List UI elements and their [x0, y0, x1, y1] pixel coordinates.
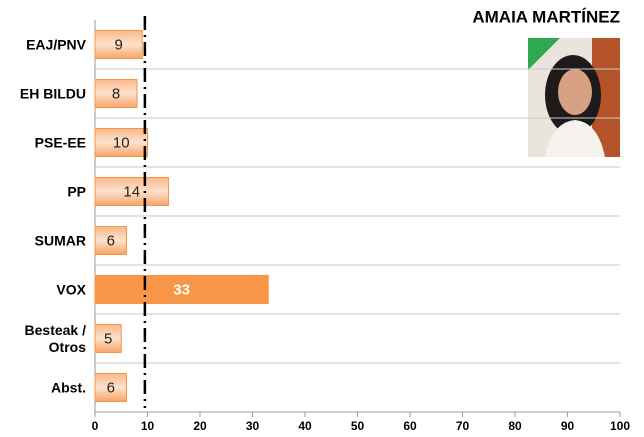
x-tick-label: 100 — [610, 419, 630, 433]
value-label: 9 — [114, 36, 122, 53]
category-label: PSE-EE — [8, 134, 86, 151]
x-tick-label: 70 — [456, 419, 470, 433]
x-tick-label: 80 — [508, 419, 522, 433]
category-label: VOX — [8, 281, 86, 298]
category-label: EH BILDU — [8, 85, 86, 102]
chart-svg: AMAIA MARTÍNEZ 0 10 20 30 40 50 60 70 80 90 100 9 8 1… — [0, 0, 644, 437]
value-label: 6 — [107, 232, 115, 249]
x-tick-label: 40 — [298, 419, 312, 433]
value-label: 8 — [112, 85, 120, 102]
value-label: 33 — [173, 281, 190, 298]
category-label: Besteak / Otros — [8, 322, 86, 356]
x-tick-label: 50 — [351, 419, 365, 433]
x-tick-label: 20 — [193, 419, 207, 433]
x-tick-label: 0 — [92, 419, 99, 433]
chart-title: AMAIA MARTÍNEZ — [472, 7, 620, 26]
x-tick-label: 60 — [403, 419, 417, 433]
value-label: 10 — [113, 134, 130, 151]
x-tick-label: 30 — [246, 419, 260, 433]
category-label: PP — [8, 183, 86, 200]
chart: AMAIA MARTÍNEZ 0 10 20 30 40 50 60 70 80 90 100 9 8 1… — [0, 0, 644, 437]
category-label: Abst. — [8, 379, 86, 396]
category-label: SUMAR — [8, 232, 86, 249]
x-tick-label: 10 — [141, 419, 155, 433]
value-label: 14 — [123, 183, 140, 200]
value-label: 6 — [107, 379, 115, 396]
value-label: 5 — [104, 330, 112, 347]
x-tick-label: 90 — [561, 419, 575, 433]
photo — [528, 38, 620, 157]
category-label: EAJ/PNV — [8, 36, 86, 53]
